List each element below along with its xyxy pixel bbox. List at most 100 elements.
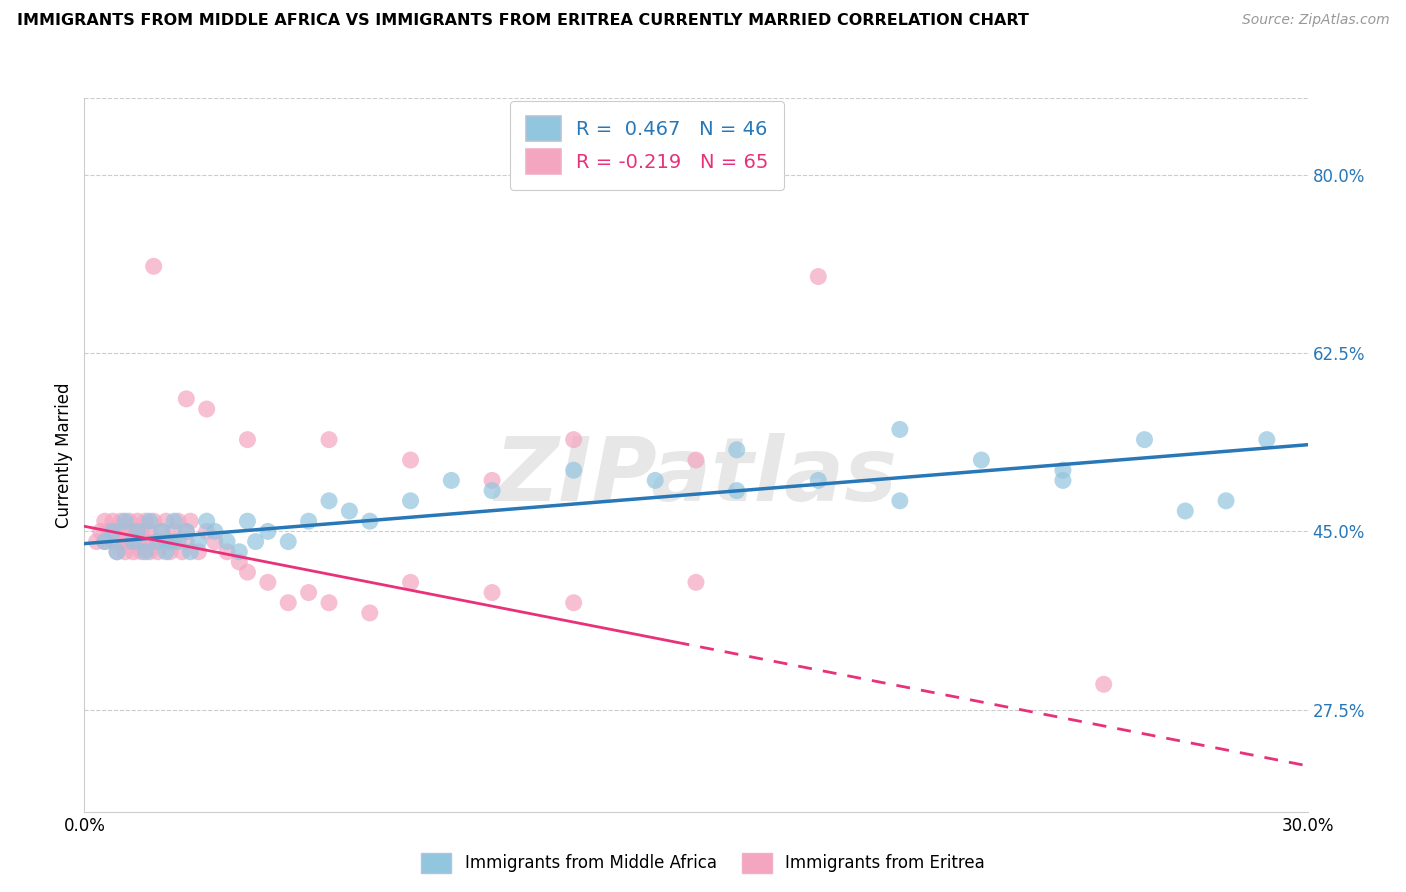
Point [277,534,299,549]
Point [685,453,707,467]
Y-axis label: Currently Married: Currently Married [55,382,73,528]
Point [1215,493,1237,508]
Point [889,493,911,508]
Point [399,453,422,467]
Point [159,545,181,559]
Point [970,453,993,467]
Point [135,534,157,549]
Point [114,524,136,539]
Point [122,534,145,549]
Point [187,534,209,549]
Point [93,514,115,528]
Point [195,524,218,539]
Point [562,463,585,477]
Point [114,514,136,528]
Point [146,545,169,559]
Point [118,534,141,549]
Point [1092,677,1115,691]
Point [889,422,911,436]
Legend: R =  0.467   N = 46, R = -0.219   N = 65: R = 0.467 N = 46, R = -0.219 N = 65 [510,101,785,190]
Point [257,524,280,539]
Point [174,392,197,406]
Point [1052,474,1074,488]
Point [127,534,149,549]
Point [127,524,149,539]
Point [122,545,145,559]
Point [155,534,177,549]
Point [155,545,177,559]
Point [217,534,239,549]
Point [142,534,165,549]
Point [174,524,197,539]
Point [725,442,748,457]
Point [298,585,321,599]
Point [277,596,299,610]
Point [359,606,381,620]
Point [135,545,157,559]
Point [245,534,267,549]
Point [167,534,190,549]
Point [90,524,112,539]
Point [236,514,259,528]
Point [481,585,503,599]
Point [86,534,108,549]
Point [174,534,197,549]
Point [440,474,463,488]
Point [101,514,124,528]
Point [174,524,197,539]
Point [179,514,201,528]
Point [163,534,186,549]
Point [195,514,218,528]
Point [339,504,360,518]
Point [142,514,165,528]
Point [195,402,218,417]
Point [204,534,226,549]
Point [257,575,280,590]
Point [93,534,115,549]
Point [131,524,153,539]
Point [204,524,226,539]
Point [159,534,181,549]
Point [318,596,340,610]
Point [172,545,194,559]
Point [101,534,124,549]
Point [399,575,422,590]
Legend: Immigrants from Middle Africa, Immigrants from Eritrea: Immigrants from Middle Africa, Immigrant… [415,847,991,880]
Point [105,524,128,539]
Point [142,260,165,274]
Point [644,474,666,488]
Point [146,534,169,549]
Point [122,524,145,539]
Point [807,269,830,284]
Point [228,545,250,559]
Point [110,514,132,528]
Point [1133,433,1156,447]
Point [1256,433,1278,447]
Point [236,433,259,447]
Point [318,493,340,508]
Point [150,524,173,539]
Point [101,524,124,539]
Point [725,483,748,498]
Point [155,514,177,528]
Point [399,493,422,508]
Point [236,565,259,579]
Point [1174,504,1197,518]
Point [114,545,136,559]
Point [138,514,160,528]
Point [110,534,132,549]
Point [131,545,153,559]
Point [138,545,160,559]
Text: ZIPatlas: ZIPatlas [495,433,897,520]
Point [167,514,190,528]
Point [187,545,209,559]
Point [163,524,186,539]
Text: Source: ZipAtlas.com: Source: ZipAtlas.com [1241,13,1389,28]
Point [93,534,115,549]
Point [481,483,503,498]
Point [179,545,201,559]
Point [217,545,239,559]
Point [1052,463,1074,477]
Point [135,514,157,528]
Point [562,433,585,447]
